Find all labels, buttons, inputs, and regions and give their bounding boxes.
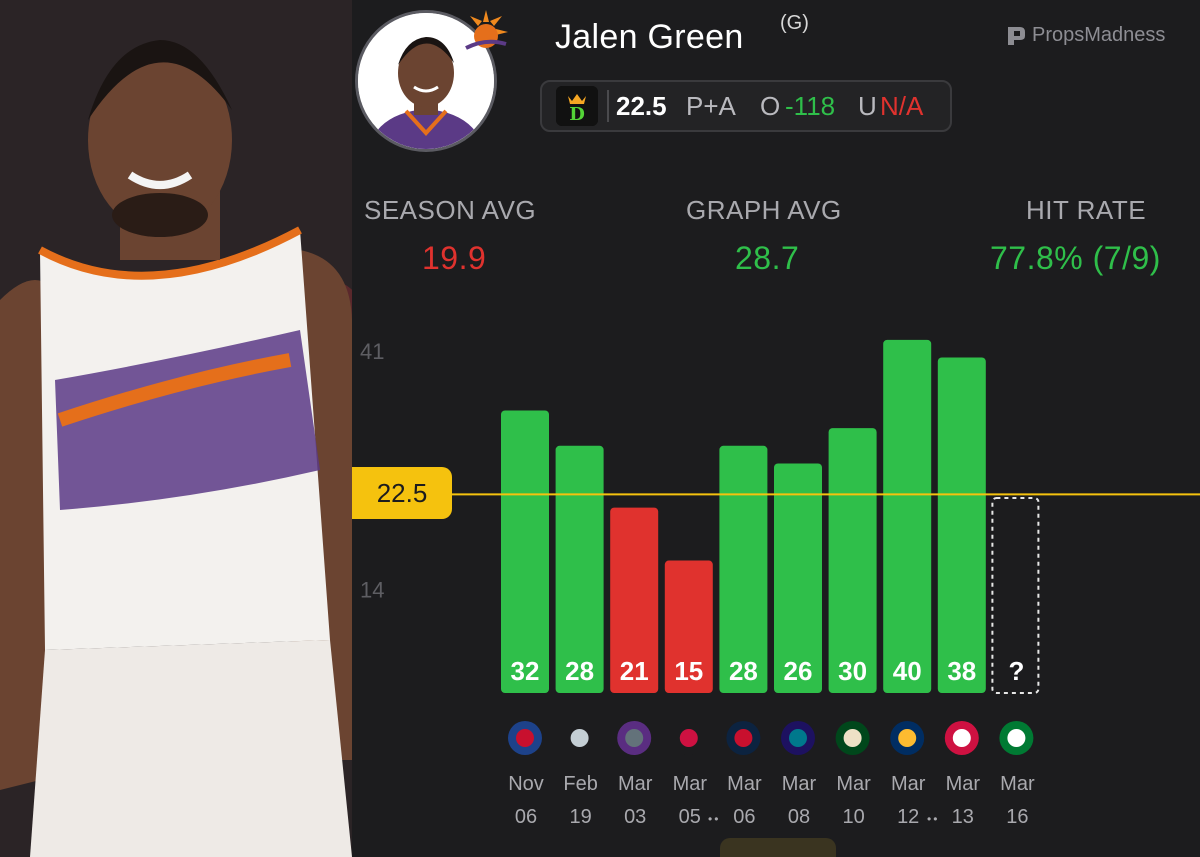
bar[interactable] — [664, 560, 713, 693]
bucks-icon — [835, 721, 870, 755]
bulls-icon — [671, 721, 706, 755]
date-month-label: Mar — [727, 773, 762, 795]
date-day-label: 10 — [842, 806, 865, 828]
hornets-icon — [781, 721, 815, 755]
date-day-label: 12 — [897, 806, 920, 828]
date-day-label: 16 — [1006, 806, 1029, 828]
brand-logo: PropsMadness — [1006, 24, 1165, 47]
points-assists-bar-chart: 0142741322821152826304038? — [360, 339, 1200, 694]
svg-text:D: D — [569, 104, 585, 125]
suns-logo-icon — [462, 8, 510, 56]
kings-icon — [617, 721, 652, 755]
player-avatar — [355, 10, 497, 152]
date-month-label: Mar — [945, 773, 981, 795]
date-month-label: Feb — [563, 773, 598, 795]
date-month-label: Nov — [508, 773, 544, 795]
under-odds: N/A — [880, 91, 924, 121]
bar-value-label: 21 — [620, 656, 649, 686]
date-day-label: 08 — [787, 806, 811, 828]
bar-value-label: 28 — [729, 656, 758, 686]
bar[interactable] — [828, 428, 877, 693]
hit-rate-label: HIT RATE — [1026, 195, 1147, 225]
date-month-label: Mar — [1000, 773, 1035, 795]
pelicans-icon — [726, 721, 761, 755]
prop-stat-type: P+A — [686, 91, 736, 121]
date-month-label: Mar — [890, 773, 926, 795]
date-day-label: 19 — [569, 806, 592, 828]
bar-value-label: 40 — [893, 656, 922, 686]
line-badge[interactable]: 22.5 — [352, 467, 452, 519]
bottom-tab[interactable] — [720, 838, 836, 857]
bar-value-label: 32 — [511, 656, 540, 686]
graph-avg-label: GRAPH AVG — [686, 195, 842, 225]
over-label: O — [760, 91, 781, 121]
under-label: U — [858, 91, 877, 121]
celtics-icon — [999, 721, 1034, 755]
date-gap-dots: •• — [708, 812, 721, 826]
pacers-icon — [890, 721, 925, 755]
prop-divider — [607, 90, 609, 122]
player-position: (G) — [780, 12, 809, 34]
draftkings-icon: D — [556, 86, 598, 126]
bar[interactable] — [501, 410, 549, 693]
props-panel — [352, 0, 1200, 857]
bar-value-label: 30 — [838, 656, 867, 686]
bar[interactable] — [555, 445, 604, 693]
opponent-logos — [508, 721, 1034, 755]
bar-value-label: 38 — [947, 656, 976, 686]
season-avg-label: SEASON AVG — [364, 195, 537, 225]
date-day-label: 05 — [678, 806, 701, 828]
y-tick-label: 41 — [360, 339, 384, 364]
clippers-icon — [508, 721, 542, 755]
bar-value-label: 26 — [784, 656, 813, 686]
date-month-label: Mar — [617, 773, 653, 795]
bar-value-label: 15 — [674, 656, 703, 686]
player-photo — [0, 0, 352, 857]
over-odds: -118 — [785, 91, 836, 121]
date-day-label: 06 — [733, 806, 756, 828]
date-month-label: Mar — [781, 773, 817, 795]
date-day-label: 13 — [951, 806, 974, 828]
bar-value-label: ? — [1008, 656, 1024, 686]
brand-name: PropsMadness — [1032, 24, 1166, 46]
date-day-label: 06 — [514, 806, 538, 828]
y-tick-label: 14 — [360, 577, 384, 602]
raptors-icon — [944, 721, 979, 755]
date-day-label: 03 — [624, 806, 647, 828]
bar[interactable] — [610, 507, 659, 693]
bar[interactable] — [719, 445, 768, 693]
prop-line-value: 22.5 — [616, 91, 667, 121]
date-month-label: Mar — [836, 773, 871, 795]
bar[interactable] — [937, 357, 986, 693]
bar[interactable] — [883, 339, 932, 693]
date-gap-dots: •• — [927, 812, 940, 826]
hit-rate-value: 77.8% (7/9) — [990, 240, 1161, 276]
date-month-label: Mar — [672, 773, 708, 795]
graph-avg-value: 28.7 — [735, 240, 800, 276]
props-madness-icon — [1006, 25, 1026, 47]
spurs-icon — [562, 721, 597, 755]
bar-value-label: 28 — [565, 656, 594, 686]
player-name: Jalen Green — [555, 18, 744, 56]
season-avg-value: 19.9 — [422, 240, 487, 276]
pending-bar — [991, 497, 1040, 694]
bar[interactable] — [774, 463, 822, 693]
